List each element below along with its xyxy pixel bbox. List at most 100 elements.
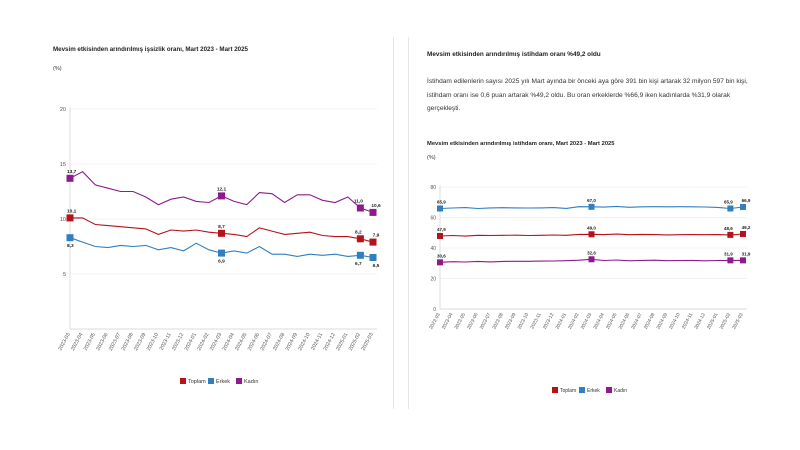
x-tick-label: 2024-05 [605,312,619,331]
data-point-marker [218,229,225,237]
y-tick-label: 15 [60,162,66,168]
x-tick-label: 2024-01 [554,312,568,331]
data-label: 11,0 [354,199,363,205]
data-label: 12,1 [217,186,227,192]
legend-swatch [236,378,242,384]
data-label: 10,1 [67,208,77,214]
x-tick-label: 2025-03 [361,332,375,352]
data-label: 31,9 [742,251,751,256]
legend-label: Toplam [560,388,576,394]
x-tick-label: 2023-10 [517,312,531,331]
legend-label: Erkek [587,388,600,394]
data-label: 6,7 [355,261,362,267]
y-tick-label: 60 [430,216,436,222]
data-label: 31,9 [724,251,733,256]
data-point-marker [356,204,364,212]
data-label: 65,9 [724,200,733,205]
data-label: 8,7 [218,224,225,230]
chart-title: Mevsim etkisinden arındırılmış işsizlik … [53,46,248,53]
data-label: 7,9 [373,233,380,239]
data-point-marker [740,257,746,264]
x-tick-label: 2025-03 [731,312,745,331]
data-point-marker [369,208,377,216]
x-tick-label: 2023-09 [504,312,518,331]
x-tick-label: 2024-11 [681,312,695,330]
data-label: 30,6 [437,253,446,258]
x-tick-label: 2023-11 [529,312,543,330]
x-tick-label: 2023-06 [466,312,480,331]
data-label: 49,2 [742,225,751,230]
data-label: 10,6 [371,203,381,209]
y-tick-label: 40 [430,246,436,252]
chart-title: Mevsim etkisinden arındırılmış istihdam … [427,141,615,147]
legend-swatch [606,387,612,393]
data-label: 32,6 [587,250,596,255]
data-point-marker [588,203,595,210]
legend-label: Toplam [188,379,206,385]
data-point-marker [369,254,377,261]
x-tick-label: 2024-07 [630,312,644,331]
x-tick-label: 2023-05 [453,312,467,331]
data-label: 6,9 [218,259,225,265]
data-label: 13,7 [67,169,77,175]
unemployment-chart: 51015202023-032023-042023-052023-062023-… [58,107,381,385]
data-label: 66,9 [742,198,751,203]
data-point-marker [437,205,443,212]
x-tick-label: 2024-03 [580,312,594,331]
data-point-marker [66,234,74,242]
legend-swatch [552,387,558,393]
data-point-marker [369,238,377,246]
data-point-marker [218,249,225,257]
x-tick-label: 2023-03 [428,312,442,331]
x-tick-label: 2023-04 [441,312,455,331]
data-point-marker [588,231,595,238]
y-unit-label: (%) [427,155,436,161]
data-point-marker [740,203,746,210]
data-point-marker [66,174,74,182]
legend-label: Kadın [614,388,627,394]
legend-swatch [180,378,186,384]
data-point-marker [437,259,443,266]
data-label: 49,0 [587,225,596,230]
data-label: 65,9 [437,200,446,205]
legend-swatch [208,378,214,384]
data-point-marker [356,251,364,259]
data-point-marker [437,232,443,239]
data-label: 8,2 [355,229,362,235]
y-tick-label: 20 [60,107,66,113]
section-heading: Mevsim etkisinden arındırılmış istihdam … [427,51,601,58]
x-tick-label: 2023-12 [542,312,556,331]
data-point-marker [740,230,746,237]
y-tick-label: 5 [63,272,66,278]
data-point-marker [588,256,595,263]
data-point-marker [727,205,734,212]
data-point-marker [356,235,364,243]
x-tick-label: 2024-12 [693,312,707,331]
data-point-marker [66,214,74,222]
x-tick-label: 2024-08 [643,312,657,331]
summary-paragraph: İstihdam edilenlerin sayısı 2025 yılı Ma… [427,78,748,112]
x-tick-label: 2024-06 [618,312,632,331]
y-tick-label: 80 [430,185,436,191]
unemployment-panel: Mevsim etkisinden arındırılmış işsizlik … [43,37,394,409]
data-point-marker [727,231,734,238]
legend-swatch [579,387,585,393]
data-label: 48,6 [724,226,733,231]
data-point-marker [727,257,734,264]
x-tick-label: 2024-10 [668,312,682,331]
y-tick-label: 10 [60,217,66,223]
x-tick-label: 2024-09 [655,312,669,331]
x-tick-label: 2023-08 [491,312,505,331]
x-tick-label: 2025-01 [706,312,720,331]
employment-panel: Mevsim etkisinden arındırılmış istihdam … [408,37,759,409]
data-label: 6,5 [373,263,380,269]
y-tick-label: 20 [430,277,436,283]
data-label: 8,3 [67,243,74,249]
legend-label: Erkek [216,379,230,385]
y-unit-label: (%) [53,66,62,72]
x-tick-label: 2024-02 [567,312,581,331]
data-label: 47,9 [437,227,446,232]
legend-label: Kadın [244,379,258,385]
data-point-marker [218,192,225,200]
